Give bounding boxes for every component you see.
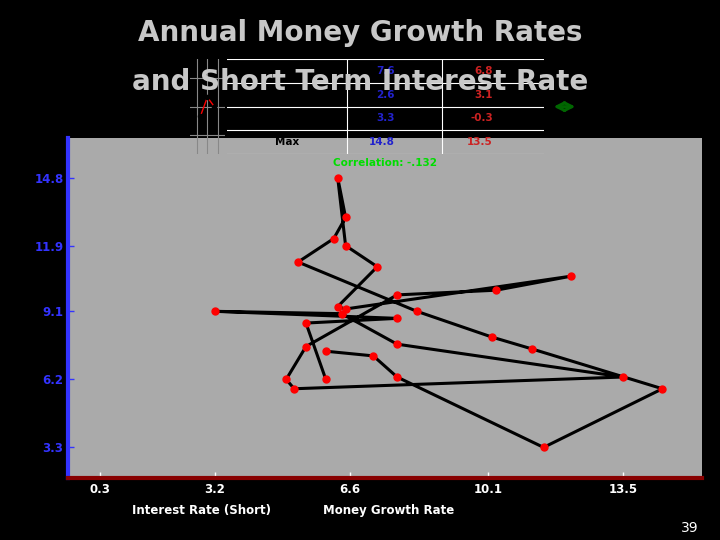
Point bbox=[340, 241, 351, 250]
Point bbox=[288, 384, 300, 393]
Point bbox=[392, 373, 403, 381]
Point bbox=[300, 319, 312, 327]
Text: 39: 39 bbox=[681, 521, 698, 535]
Point bbox=[332, 173, 343, 182]
Point bbox=[281, 375, 292, 384]
Point bbox=[392, 291, 403, 299]
Point bbox=[320, 347, 331, 355]
Text: Correlation: -.132: Correlation: -.132 bbox=[333, 158, 437, 167]
Text: Annual Money Growth Rates: Annual Money Growth Rates bbox=[138, 19, 582, 47]
Text: Mean: Mean bbox=[271, 66, 303, 76]
Text: Interest Rate (Short): Interest Rate (Short) bbox=[132, 504, 271, 517]
Text: 13.5: 13.5 bbox=[467, 137, 493, 147]
Point bbox=[372, 262, 383, 271]
Point bbox=[566, 272, 577, 280]
Text: Max: Max bbox=[275, 137, 299, 147]
Text: Money Growth Rate: Money Growth Rate bbox=[323, 504, 454, 517]
Point bbox=[292, 258, 304, 266]
Text: 6.8: 6.8 bbox=[474, 66, 493, 76]
Text: Periods: 1967-1995: Periods: 1967-1995 bbox=[542, 504, 671, 517]
Point bbox=[392, 340, 403, 348]
Text: S.D.: S.D. bbox=[275, 90, 299, 100]
Text: 3.3: 3.3 bbox=[377, 113, 395, 124]
Point bbox=[367, 352, 379, 360]
Point bbox=[392, 314, 403, 323]
Point bbox=[336, 309, 348, 318]
Point bbox=[340, 305, 351, 313]
Text: and Short Term Interest Rate: and Short Term Interest Rate bbox=[132, 68, 588, 96]
Text: 2.6: 2.6 bbox=[377, 90, 395, 100]
Text: 7.6: 7.6 bbox=[376, 66, 395, 76]
Point bbox=[617, 373, 629, 381]
Point bbox=[320, 375, 331, 384]
Point bbox=[657, 384, 668, 393]
Point bbox=[328, 234, 340, 243]
Point bbox=[490, 286, 502, 294]
Point bbox=[526, 345, 537, 353]
Point bbox=[332, 302, 343, 311]
Text: Min: Min bbox=[276, 113, 297, 124]
Point bbox=[210, 307, 221, 316]
Point bbox=[340, 213, 351, 222]
Text: 14.8: 14.8 bbox=[369, 137, 395, 147]
Point bbox=[300, 342, 312, 351]
Point bbox=[411, 307, 423, 316]
Text: -0.3: -0.3 bbox=[470, 113, 493, 124]
Text: 3.1: 3.1 bbox=[474, 90, 493, 100]
Point bbox=[487, 333, 498, 341]
Point bbox=[538, 443, 549, 452]
